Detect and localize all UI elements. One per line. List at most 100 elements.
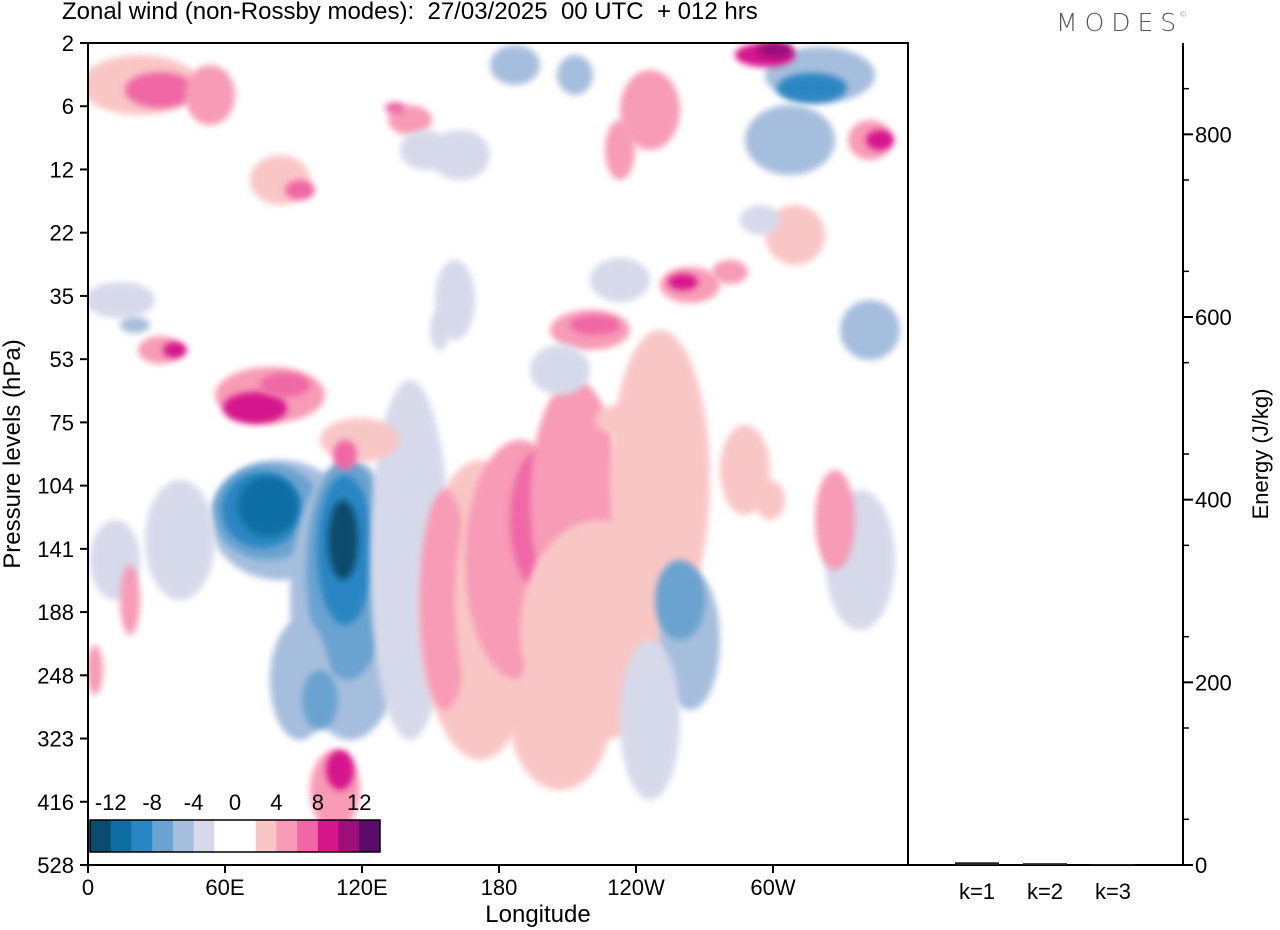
contour-blob xyxy=(815,470,855,570)
energy-category-label: k=3 xyxy=(1095,879,1131,904)
x-tick-label: 60E xyxy=(205,875,244,900)
colorbar-swatch xyxy=(255,820,277,852)
contour-blob xyxy=(570,315,620,335)
contour-blob xyxy=(595,405,645,435)
x-tick-label: 120E xyxy=(336,875,387,900)
contour-blob xyxy=(530,345,590,395)
colorbar-label: 8 xyxy=(312,790,324,815)
contour-blob xyxy=(302,670,338,730)
contour-blob xyxy=(840,300,900,360)
energy-tick-label: 400 xyxy=(1195,488,1232,513)
energy-tick-label: 0 xyxy=(1195,853,1207,878)
contour-blob xyxy=(328,500,358,580)
contour-blob xyxy=(668,274,698,290)
contour-blob xyxy=(745,105,835,175)
x-axis-label: Longitude xyxy=(485,901,590,928)
modes-logo: MODES© xyxy=(1056,8,1191,37)
energy-tick-label: 600 xyxy=(1195,305,1232,330)
chart-title: Zonal wind (non-Rossby modes): 27/03/202… xyxy=(62,0,758,25)
contour-blob xyxy=(120,565,140,635)
colorbar-legend: -12 -8 -4 0 4 8 12 xyxy=(89,790,381,853)
contour-blob xyxy=(490,45,540,85)
colorbar-border xyxy=(89,819,381,853)
energy-tick-label: 800 xyxy=(1195,122,1232,147)
y-tick-label: 248 xyxy=(37,663,74,688)
contour-blob xyxy=(88,645,103,695)
energy-bar xyxy=(955,862,999,865)
colorbar-swatch xyxy=(152,820,174,852)
y-tick-label: 6 xyxy=(62,94,74,119)
y-axis-label: Pressure levels (hPa) xyxy=(0,339,26,568)
longitude-axis: 0 60E 120E 180 120W 60W Longitude xyxy=(82,865,796,928)
contour-blob xyxy=(145,480,215,600)
colorbar-swatch xyxy=(317,820,340,852)
contour-blob xyxy=(755,480,785,520)
y-tick-label: 22 xyxy=(50,221,74,246)
colorbar-label: 0 xyxy=(229,790,241,815)
contour-blob xyxy=(557,55,593,95)
contour-blob xyxy=(510,650,610,790)
y-tick-label: 528 xyxy=(37,853,74,878)
y-tick-label: 12 xyxy=(50,157,74,182)
energy-bar xyxy=(1091,864,1135,865)
logo-mark: © xyxy=(1179,10,1188,19)
colorbar-label: -4 xyxy=(184,790,204,815)
colorbar-label: 4 xyxy=(270,790,282,815)
colorbar-swatch xyxy=(131,820,153,852)
colorbar-swatch xyxy=(235,820,257,852)
contour-blob xyxy=(605,120,635,180)
colorbar-label: -12 xyxy=(95,790,127,815)
contour-blob xyxy=(712,260,748,284)
contour-blob xyxy=(420,490,470,710)
y-tick-label: 188 xyxy=(37,600,74,625)
contour-blob xyxy=(320,418,400,462)
x-tick-label: 0 xyxy=(82,875,94,900)
contour-blob xyxy=(285,180,315,200)
x-tick-label: 180 xyxy=(481,875,518,900)
energy-bar-chart: 0 200 400 600 800 Energy (J/kg) k=1 k=2 k=3 xyxy=(955,87,1273,904)
colorbar-swatch xyxy=(193,820,215,852)
energy-category-label: k=1 xyxy=(959,879,995,904)
contour-blob xyxy=(620,70,680,150)
contour-blob xyxy=(88,282,155,318)
colorbar-swatch xyxy=(359,820,381,852)
contour-blob xyxy=(430,310,450,350)
contour-blob xyxy=(757,43,793,58)
heatmap-field xyxy=(88,43,900,830)
contour-blob xyxy=(385,102,405,114)
contour-blob xyxy=(163,342,187,358)
y-tick-label: 35 xyxy=(50,284,74,309)
x-tick-label: 120W xyxy=(607,875,665,900)
contour-blob xyxy=(866,130,894,150)
energy-tick-label: 200 xyxy=(1195,670,1232,695)
y-tick-label: 2 xyxy=(62,31,74,56)
logo-text: MODES xyxy=(1056,8,1184,37)
y-tick-label: 104 xyxy=(37,474,74,499)
pressure-axis: 2 6 12 22 35 53 75 104 141 188 248 323 416 528 Pressur… xyxy=(0,31,88,878)
y-tick-label: 75 xyxy=(50,410,74,435)
colorbar-label: 12 xyxy=(347,790,371,815)
contour-blob xyxy=(777,73,847,103)
y-tick-label: 416 xyxy=(37,790,74,815)
contour-blob xyxy=(620,640,680,800)
colorbar-swatch xyxy=(276,820,298,852)
y-tick-label: 141 xyxy=(37,537,74,562)
contour-blob xyxy=(326,750,354,790)
y-tick-label: 323 xyxy=(37,727,74,752)
colorbar-swatch xyxy=(172,820,195,852)
contour-blob xyxy=(238,476,298,536)
colorbar-swatch xyxy=(338,820,360,852)
contour-blob xyxy=(740,205,780,235)
x-tick-label: 60W xyxy=(750,875,795,900)
y-tick-label: 53 xyxy=(50,347,74,372)
contour-blob xyxy=(655,560,705,640)
contour-blob xyxy=(223,392,287,424)
contour-blob xyxy=(430,130,490,180)
colorbar-swatch xyxy=(110,820,132,852)
contour-blob xyxy=(260,373,310,397)
contour-blob xyxy=(610,330,710,630)
contour-blob xyxy=(120,317,150,333)
colorbar-swatch xyxy=(214,820,236,852)
contour-blob xyxy=(125,72,195,108)
